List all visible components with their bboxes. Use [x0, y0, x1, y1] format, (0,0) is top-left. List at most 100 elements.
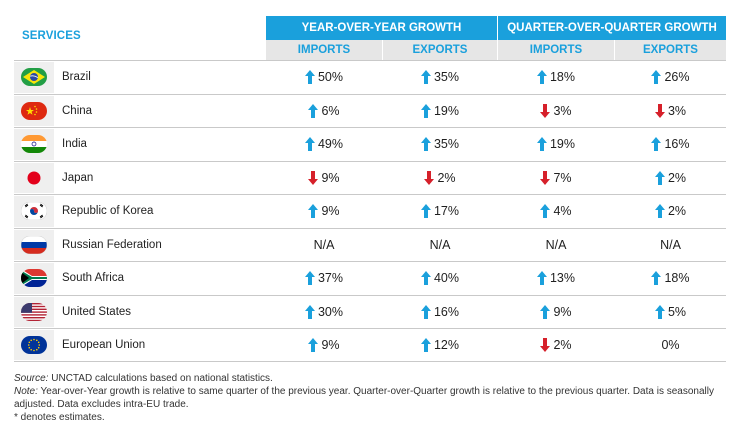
source-text: UNCTAD calculations based on national st… — [48, 373, 273, 384]
yoy-imports-value: 50% — [266, 61, 382, 94]
yoy-imports-value: 9% — [266, 329, 382, 361]
arrow-up-icon — [304, 70, 318, 85]
country-name: Russian Federation — [62, 238, 162, 251]
growth-value: 3% — [667, 103, 687, 118]
growth-value: 35% — [433, 70, 460, 85]
qoq-imports-value: 4% — [498, 195, 614, 228]
growth-value: 2% — [437, 170, 456, 185]
arrow-up-icon — [420, 70, 434, 85]
growth-value: 35% — [433, 137, 460, 152]
yoy-imports-value: 49% — [266, 128, 382, 161]
russia-flag-icon — [14, 229, 54, 260]
qoq-exports-value: 18% — [615, 262, 726, 295]
table-notes: Source: UNCTAD calculations based on nat… — [14, 372, 726, 424]
yoy-exports-value: 19% — [383, 95, 497, 128]
arrow-up-icon — [536, 271, 550, 286]
growth-value: 18% — [664, 271, 690, 286]
country-name: Japan — [62, 171, 94, 184]
arrow-down-icon — [540, 337, 553, 352]
table-row: Republic of Korea 9% 17% 4% 2% — [14, 194, 726, 228]
arrow-up-icon — [304, 137, 318, 152]
growth-value: N/A — [660, 237, 681, 252]
qoq-imports-value: 13% — [498, 262, 614, 295]
arrow-up-icon — [304, 304, 318, 319]
growth-value: 9% — [321, 204, 340, 219]
growth-value: 49% — [317, 137, 344, 152]
table-row: China 6% 19% 3% 3% — [14, 93, 726, 128]
yoy-exports-value: 2% — [383, 162, 497, 195]
qoq-imports-value: 9% — [498, 296, 614, 329]
brazil-flag-icon — [14, 62, 54, 93]
table-row: India 49% 35% 19% 16% — [14, 127, 726, 161]
country-name: Brazil — [62, 71, 91, 84]
country-name: India — [62, 138, 87, 151]
yoy-exports-value: 35% — [383, 61, 497, 94]
growth-value: 5% — [667, 304, 687, 319]
growth-value: 19% — [549, 137, 576, 152]
yoy-imports-value: 9% — [266, 195, 382, 228]
source-label: Source: — [14, 373, 49, 384]
growth-value: 6% — [321, 103, 340, 118]
arrow-up-icon — [540, 304, 553, 319]
arrow-down-icon — [654, 103, 668, 118]
arrow-up-icon — [420, 271, 434, 286]
growth-value: 19% — [433, 103, 460, 118]
arrow-up-icon — [654, 170, 668, 185]
yoy-imports-value: 6% — [266, 95, 382, 128]
arrow-up-icon — [308, 103, 321, 118]
arrow-up-icon — [540, 204, 553, 219]
yoy-imports-header: IMPORTS — [266, 40, 382, 60]
arrow-up-icon — [651, 271, 664, 286]
qoq-exports-value: 2% — [615, 195, 726, 228]
country-name: South Africa — [62, 272, 125, 285]
qoq-imports-value: 3% — [498, 95, 614, 128]
growth-value: 16% — [664, 137, 690, 152]
arrow-up-icon — [420, 304, 434, 319]
yoy-growth-header: YEAR-OVER-YEAR GROWTH — [266, 16, 497, 40]
arrow-up-icon — [651, 70, 664, 85]
qoq-imports-value: N/A — [498, 229, 614, 262]
arrow-up-icon — [304, 271, 318, 286]
country-name: European Union — [62, 338, 146, 351]
country-name: Republic of Korea — [62, 205, 154, 218]
japan-flag-icon — [14, 162, 54, 193]
growth-value: 16% — [433, 304, 460, 319]
qoq-imports-header: IMPORTS — [498, 40, 614, 60]
yoy-imports-value: 37% — [266, 262, 382, 295]
qoq-exports-value: 16% — [615, 128, 726, 161]
growth-value: 9% — [553, 304, 572, 319]
arrow-up-icon — [654, 204, 668, 219]
country-name: United States — [62, 305, 132, 318]
note-text: Year-over-Year growth is relative to sam… — [14, 386, 714, 410]
growth-value: 0% — [661, 337, 680, 352]
growth-value: 4% — [553, 204, 572, 219]
arrow-down-icon — [308, 170, 321, 185]
south-africa-flag-icon — [14, 263, 54, 294]
yoy-imports-value: 9% — [266, 162, 382, 195]
eu-flag-icon — [14, 330, 54, 360]
yoy-imports-value: 30% — [266, 296, 382, 329]
qoq-exports-value: 2% — [615, 162, 726, 195]
note-text-block: Note: Year-over-Year growth is relative … — [14, 385, 726, 411]
growth-value: 17% — [433, 204, 460, 219]
growth-value: N/A — [545, 237, 567, 252]
growth-value: 2% — [667, 204, 687, 219]
yoy-imports-value: N/A — [266, 229, 382, 262]
growth-value: 12% — [433, 337, 460, 352]
arrow-up-icon — [420, 103, 434, 118]
qoq-exports-header: EXPORTS — [615, 40, 726, 60]
qoq-growth-header: QUARTER-OVER-QUARTER GROWTH — [498, 16, 726, 40]
arrow-up-icon — [308, 204, 321, 219]
growth-value: 37% — [317, 271, 344, 286]
arrow-up-icon — [420, 337, 434, 352]
qoq-exports-value: 5% — [615, 296, 726, 329]
korea-flag-icon — [14, 196, 54, 227]
qoq-imports-value: 2% — [498, 329, 614, 361]
arrow-up-icon — [420, 204, 434, 219]
growth-value: 50% — [317, 70, 344, 85]
growth-value: 3% — [553, 103, 572, 118]
table-row: European Union 9% 12% 2% 0% — [14, 328, 726, 362]
arrow-up-icon — [420, 137, 434, 152]
arrow-down-icon — [424, 170, 437, 185]
estimates-note: * denotes estimates. — [14, 412, 105, 423]
